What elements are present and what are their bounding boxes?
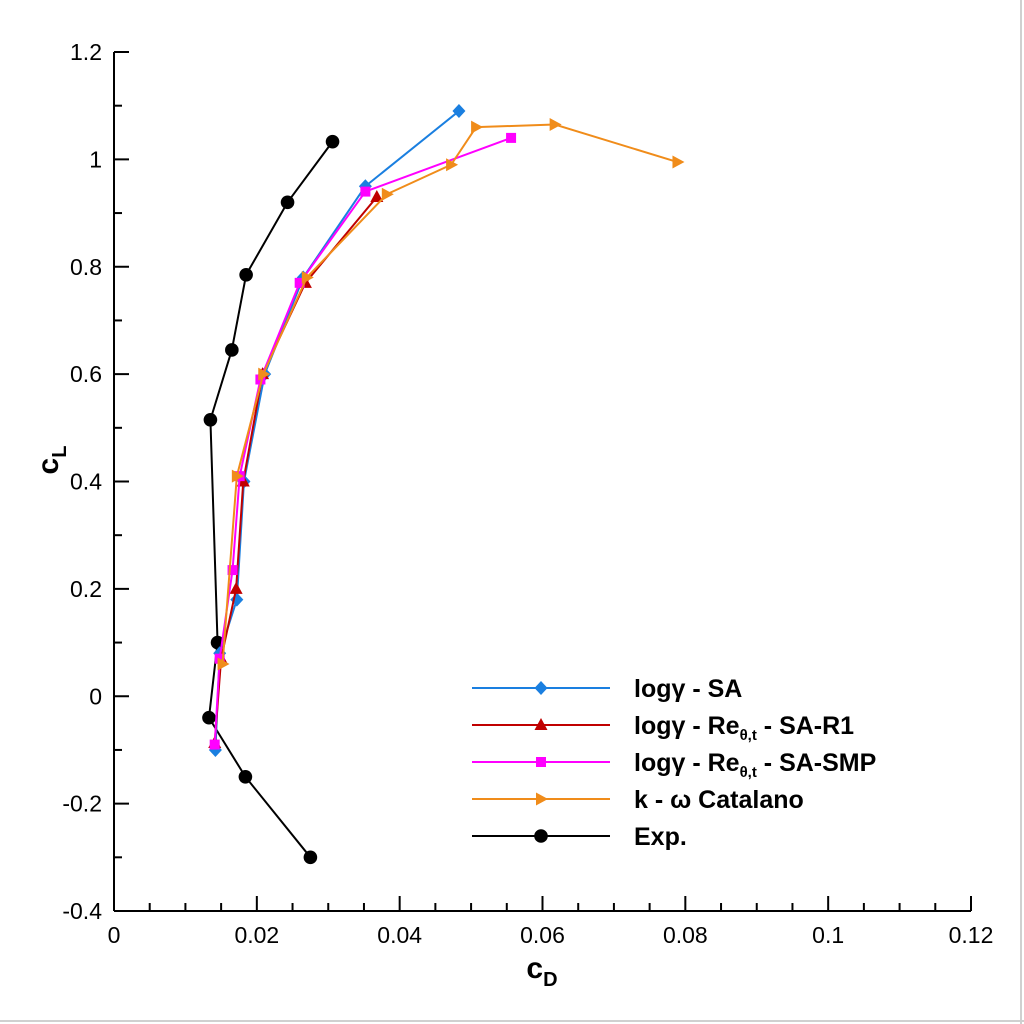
series-triangle-right-point	[549, 117, 562, 131]
y-tick-label: 0.2	[70, 576, 102, 602]
y-tick-label: 0.4	[70, 469, 102, 495]
series-square-point	[214, 653, 225, 664]
legend-label-subscript: θ,t	[740, 764, 757, 781]
series-square-point	[506, 132, 517, 143]
y-tick-label: 1	[89, 146, 102, 172]
legend-label-part: - SA-SMP	[757, 749, 876, 777]
series-triangle-right-point	[258, 367, 271, 381]
series-circle-point	[325, 134, 340, 149]
legend-swatch-marker	[534, 718, 548, 730]
series-circle-point	[303, 850, 318, 865]
series-square-point	[360, 186, 371, 197]
series-triangle-right-point	[231, 469, 244, 483]
series-square-point	[209, 739, 220, 750]
legend-swatch-marker	[534, 681, 548, 695]
legend-swatch-marker	[536, 792, 548, 806]
y-axis-title: cL	[32, 446, 71, 475]
legend-label: k - ω Catalano	[634, 786, 804, 814]
y-axis-title-main: c	[32, 458, 65, 475]
y-tick-label: 0	[89, 683, 102, 709]
legend-entry: logγ - SA	[472, 675, 742, 703]
legend-label-part: k - ω Catalano	[634, 786, 804, 814]
legend-label-part: Exp.	[634, 823, 687, 851]
series-circle-point	[239, 268, 253, 282]
y-axis-title-group: cL	[32, 446, 71, 475]
series-triangle-right-group	[217, 117, 685, 671]
x-tick-label: 0.08	[663, 922, 708, 948]
x-axis-title-main: c	[526, 952, 543, 985]
legend-entry: logγ - Reθ,t - SA-R1	[472, 712, 854, 744]
series-triangle-right-point	[301, 270, 314, 284]
legend-label-part: logγ - Re	[634, 712, 740, 740]
y-tick-label: 1.2	[70, 39, 102, 65]
x-tick-label: 0	[108, 922, 121, 948]
y-axis-title-sub: L	[49, 446, 71, 458]
series-circle-point	[238, 769, 253, 784]
legend-swatch-marker	[534, 829, 548, 843]
x-tick-label: 0.06	[520, 922, 565, 948]
series-layer	[202, 104, 685, 865]
series-triangle-up-point	[229, 581, 243, 594]
y-tick-label: -0.2	[62, 791, 102, 817]
x-tick-label: 0.04	[377, 922, 422, 948]
series-circle-point	[225, 343, 239, 357]
series-triangle-up-point	[370, 189, 384, 202]
legend-label: logγ - Reθ,t - SA-SMP	[634, 749, 876, 781]
series-circle-point	[203, 412, 218, 427]
y-tick-label: 0.8	[70, 254, 102, 280]
legend-label-part: logγ - SA	[634, 675, 742, 703]
legend-label: Exp.	[634, 823, 687, 851]
series-square-point	[227, 565, 238, 576]
legend-label-part: logγ - Re	[634, 749, 740, 777]
x-axis-title: cD	[526, 952, 557, 991]
series-square-point	[255, 374, 266, 385]
x-tick-label: 0.1	[812, 922, 844, 948]
series-square-point	[294, 277, 305, 288]
legend-label: logγ - Reθ,t - SA-R1	[634, 712, 854, 744]
series-triangle-right-point	[446, 158, 459, 172]
series-triangle-right-point	[672, 155, 685, 169]
series-circle-group	[202, 134, 340, 865]
axis-ticks	[113, 51, 972, 912]
legend-label-subscript: θ,t	[740, 727, 757, 744]
x-tick-label: 0.12	[949, 922, 994, 948]
legend-entry: logγ - Reθ,t - SA-SMP	[472, 749, 876, 781]
series-diamond-point	[452, 104, 466, 119]
legend-label: logγ - SA	[634, 675, 742, 703]
series-circle-point	[202, 710, 216, 725]
y-tick-label: -0.4	[62, 898, 102, 924]
legend-label-part: - SA-R1	[757, 712, 854, 740]
legend-entry: Exp.	[472, 823, 687, 851]
x-tick-label: 0.02	[234, 922, 279, 948]
series-triangle-right-point	[381, 187, 394, 201]
legend-entry: k - ω Catalano	[472, 786, 804, 814]
series-triangle-right-point	[217, 657, 230, 671]
series-circle-point	[280, 195, 295, 210]
x-axis-title-sub: D	[543, 969, 557, 991]
axis-tick-labels: 0 0.02 0.04 0.06 0.08 0.1 0.12 -0.4 -0.2 0 0.2 0.4 0…	[62, 39, 993, 948]
y-tick-label: 0.6	[70, 361, 102, 387]
series-triangle-right-point	[471, 120, 484, 134]
legend-swatch-marker	[536, 757, 546, 767]
